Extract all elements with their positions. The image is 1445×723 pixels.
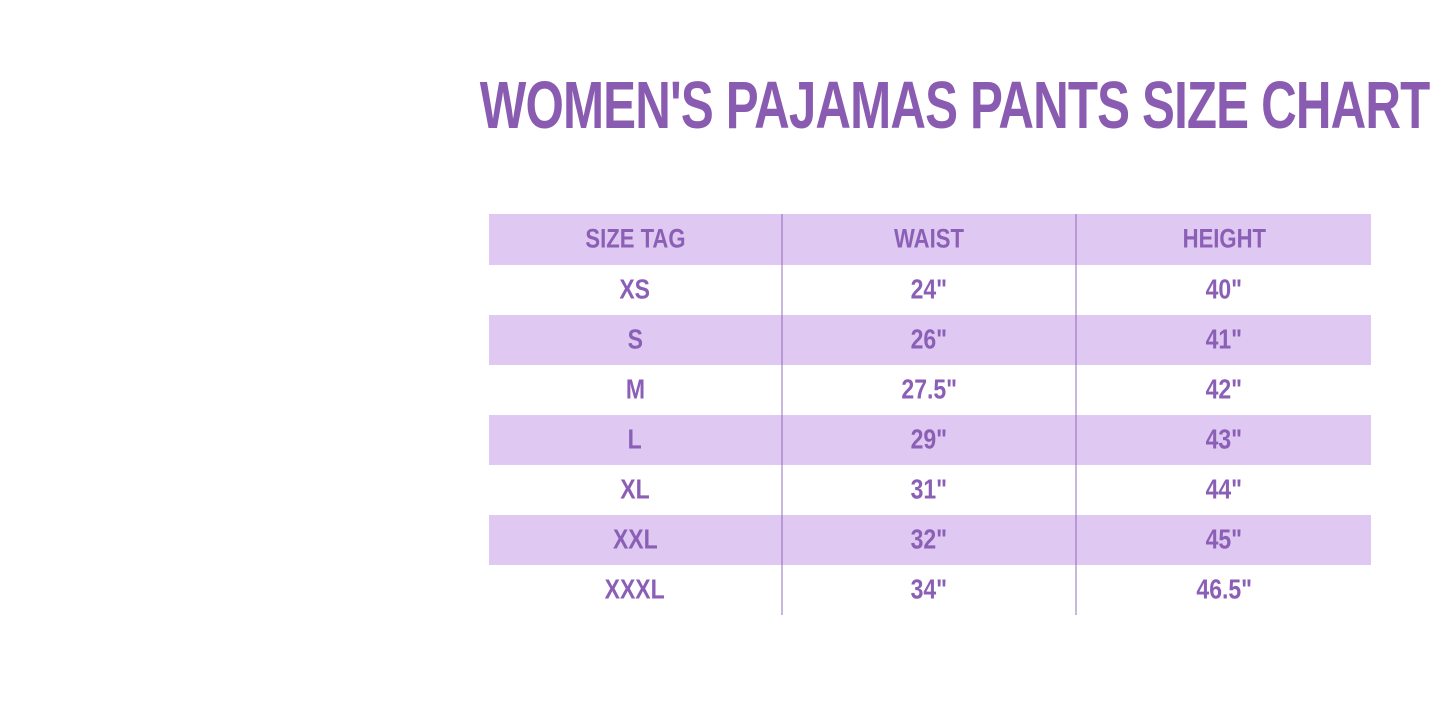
size-tag-cell: S [489, 315, 783, 365]
table-row: L 29" 43" [489, 415, 1371, 465]
page-title-text: WOMEN'S PAJAMAS PANTS SIZE CHART [480, 67, 1430, 143]
waist-value: 34" [910, 574, 948, 605]
table-row: XL 31" 44" [489, 465, 1371, 515]
height-cell: 42" [1077, 365, 1371, 415]
size-tag-value: XS [619, 274, 651, 305]
size-tag-value: XXXL [604, 574, 666, 605]
size-tag-cell: XS [489, 265, 783, 315]
height-value: 44" [1205, 474, 1243, 505]
waist-value: 24" [910, 274, 948, 305]
height-cell: 43" [1077, 415, 1371, 465]
height-value: 42" [1205, 374, 1243, 405]
size-chart-table: SIZE TAG WAIST HEIGHT XS 24" 40" S 26" 4… [489, 214, 1371, 615]
size-tag-value: XL [620, 474, 650, 505]
waist-value: 31" [910, 474, 948, 505]
waist-cell: 32" [783, 515, 1077, 565]
waist-cell: 34" [783, 565, 1077, 615]
waist-value: 32" [910, 524, 948, 555]
size-tag-cell: XL [489, 465, 783, 515]
page-title: WOMEN'S PAJAMAS PANTS SIZE CHART [480, 68, 1430, 143]
table-row: XXL 32" 45" [489, 515, 1371, 565]
height-value: 46.5" [1196, 574, 1252, 605]
size-tag-value: L [627, 424, 643, 455]
waist-cell: 24" [783, 265, 1077, 315]
height-value: 45" [1205, 524, 1243, 555]
size-tag-cell: XXL [489, 515, 783, 565]
height-cell: 41" [1077, 315, 1371, 365]
height-value: 40" [1205, 274, 1243, 305]
table-header-row: SIZE TAG WAIST HEIGHT [489, 214, 1371, 265]
size-tag-value: M [625, 374, 645, 405]
height-value: 41" [1205, 324, 1243, 355]
table-row: M 27.5" 42" [489, 365, 1371, 415]
size-tag-value: XXL [612, 524, 658, 555]
header-size-tag-label: SIZE TAG [584, 224, 686, 254]
waist-cell: 26" [783, 315, 1077, 365]
height-cell: 44" [1077, 465, 1371, 515]
size-tag-value: S [627, 324, 643, 355]
table-row: XXXL 34" 46.5" [489, 565, 1371, 615]
waist-cell: 31" [783, 465, 1077, 515]
header-cell-waist: WAIST [783, 214, 1077, 265]
header-cell-height: HEIGHT [1077, 214, 1371, 265]
table-body: XS 24" 40" S 26" 41" M 27.5" 42" L [489, 265, 1371, 615]
waist-value: 27.5" [901, 374, 957, 405]
header-cell-size-tag: SIZE TAG [489, 214, 783, 265]
waist-cell: 29" [783, 415, 1077, 465]
height-value: 43" [1205, 424, 1243, 455]
header-height-label: HEIGHT [1182, 224, 1266, 254]
header-waist-label: WAIST [894, 224, 964, 254]
height-cell: 40" [1077, 265, 1371, 315]
waist-cell: 27.5" [783, 365, 1077, 415]
size-tag-cell: XXXL [489, 565, 783, 615]
size-tag-cell: M [489, 365, 783, 415]
table-row: S 26" 41" [489, 315, 1371, 365]
waist-value: 29" [910, 424, 948, 455]
height-cell: 45" [1077, 515, 1371, 565]
height-cell: 46.5" [1077, 565, 1371, 615]
waist-value: 26" [910, 324, 948, 355]
size-tag-cell: L [489, 415, 783, 465]
table-row: XS 24" 40" [489, 265, 1371, 315]
